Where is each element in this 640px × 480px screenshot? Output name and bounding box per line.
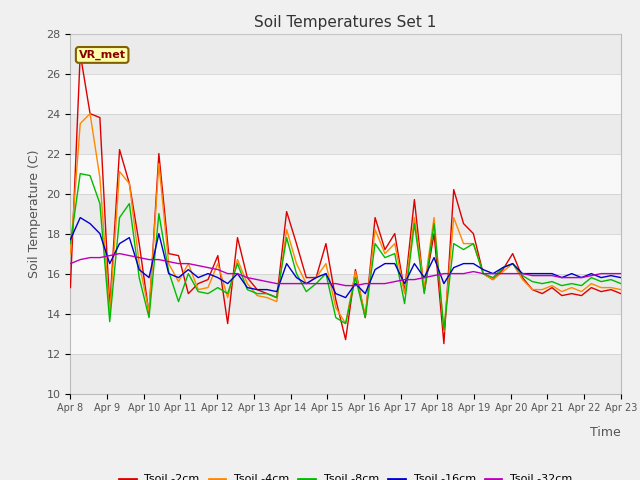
Line: Tsoil -4cm: Tsoil -4cm [70,114,621,332]
Tsoil -16cm [96,231,104,237]
Tsoil -16cm [67,237,74,242]
Legend: Tsoil -2cm, Tsoil -4cm, Tsoil -8cm, Tsoil -16cm, Tsoil -32cm: Tsoil -2cm, Tsoil -4cm, Tsoil -8cm, Tsoi… [115,470,577,480]
Tsoil -32cm [460,271,467,276]
Tsoil -8cm [106,319,113,324]
Tsoil -2cm [440,341,448,347]
Tsoil -4cm [106,311,113,316]
Bar [70,73,621,114]
Tsoil -32cm [470,269,477,275]
Tsoil -4cm [96,175,104,180]
Tsoil -4cm [67,251,74,256]
Bar [70,313,621,354]
Bar [70,114,621,154]
Tsoil -4cm [470,240,477,247]
Tsoil -2cm [76,51,84,57]
Line: Tsoil -2cm: Tsoil -2cm [70,54,621,344]
Bar [70,34,621,73]
Bar [70,354,621,394]
Tsoil -8cm [440,327,448,333]
Title: Soil Temperatures Set 1: Soil Temperatures Set 1 [255,15,436,30]
Tsoil -32cm [312,281,320,287]
Bar [70,154,621,193]
X-axis label: Time: Time [590,426,621,439]
Tsoil -2cm [67,285,74,290]
Tsoil -2cm [460,221,467,227]
Tsoil -2cm [470,231,477,237]
Tsoil -4cm [224,295,232,300]
Bar [70,234,621,274]
Tsoil -32cm [617,271,625,276]
Tsoil -32cm [224,271,232,276]
Tsoil -32cm [86,255,94,261]
Tsoil -16cm [342,295,349,300]
Bar [70,193,621,234]
Tsoil -8cm [76,171,84,177]
Tsoil -16cm [224,281,232,287]
Tsoil -16cm [617,275,625,280]
Tsoil -2cm [224,321,232,326]
Tsoil -8cm [460,247,467,252]
Tsoil -16cm [106,261,113,266]
Line: Tsoil -32cm: Tsoil -32cm [70,253,621,286]
Tsoil -8cm [96,201,104,206]
Bar [70,274,621,313]
Tsoil -8cm [312,281,320,287]
Tsoil -4cm [617,287,625,292]
Tsoil -16cm [76,215,84,220]
Tsoil -16cm [460,261,467,266]
Tsoil -4cm [312,275,320,280]
Tsoil -4cm [460,240,467,247]
Line: Tsoil -16cm: Tsoil -16cm [70,217,621,298]
Tsoil -2cm [617,291,625,297]
Tsoil -2cm [312,275,320,280]
Line: Tsoil -8cm: Tsoil -8cm [70,174,621,330]
Tsoil -8cm [617,281,625,287]
Tsoil -8cm [67,240,74,247]
Tsoil -4cm [86,111,94,117]
Tsoil -2cm [106,305,113,311]
Y-axis label: Soil Temperature (C): Soil Temperature (C) [28,149,41,278]
Tsoil -32cm [342,283,349,288]
Text: VR_met: VR_met [79,50,125,60]
Tsoil -8cm [470,240,477,247]
Tsoil -16cm [470,261,477,266]
Tsoil -32cm [116,251,124,256]
Tsoil -4cm [440,329,448,335]
Tsoil -32cm [67,261,74,266]
Tsoil -16cm [312,275,320,280]
Tsoil -8cm [224,291,232,297]
Tsoil -32cm [96,255,104,261]
Tsoil -2cm [96,115,104,120]
